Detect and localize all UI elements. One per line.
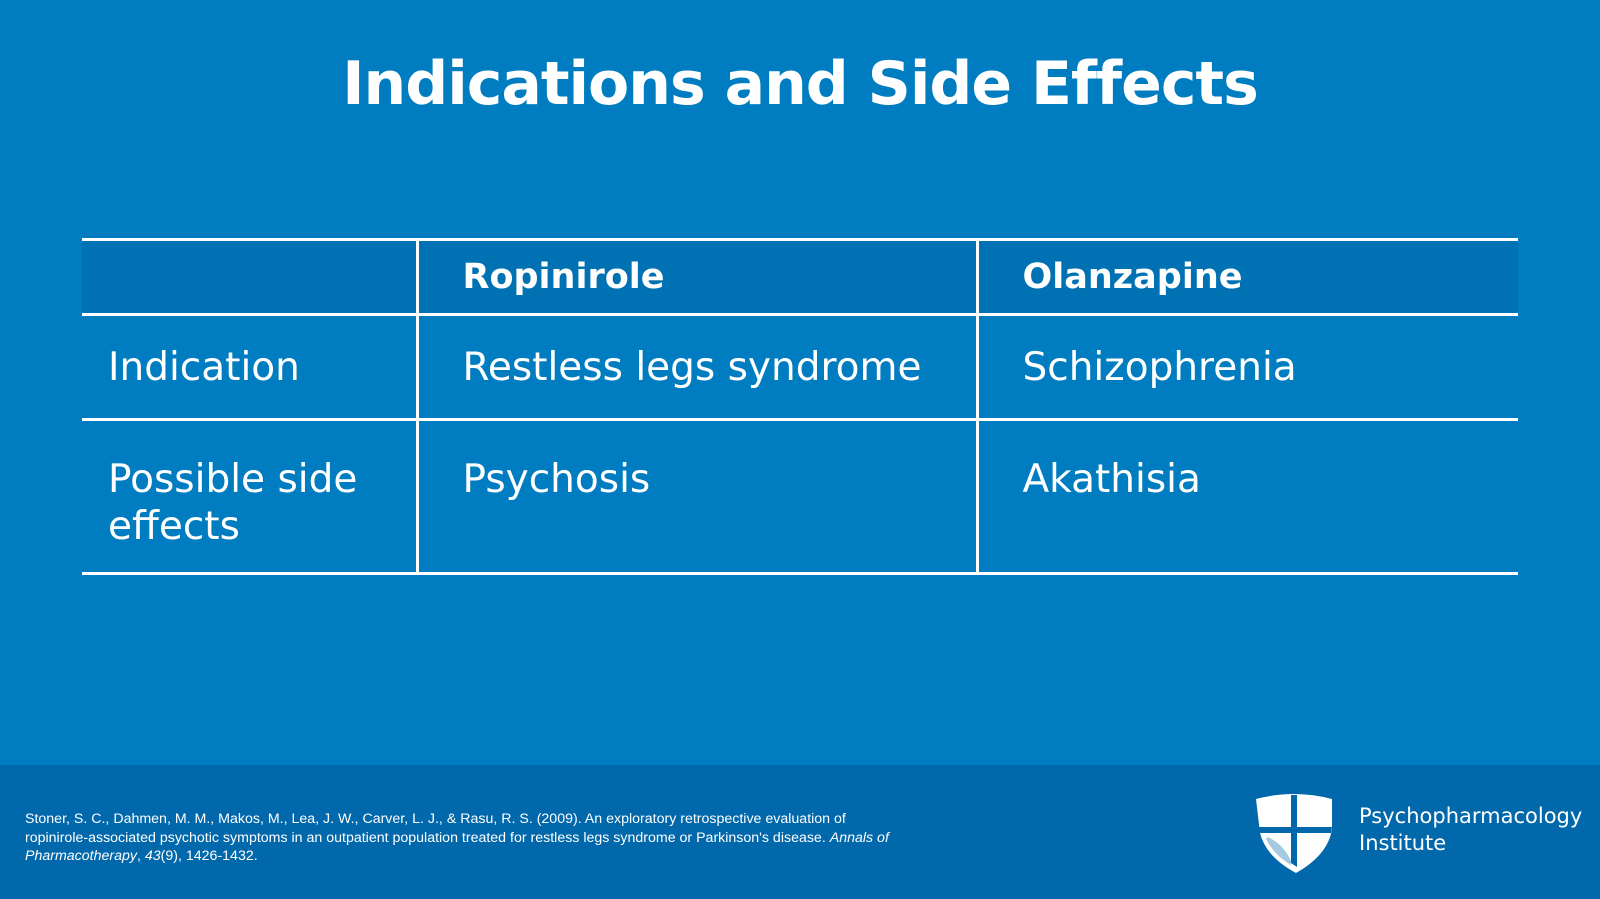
slide-title: Indications and Side Effects: [342, 49, 1259, 119]
row-label-side-effects: Possible side effects: [82, 418, 417, 575]
footer-bar: Stoner, S. C., Dahmen, M. M., Makos, M.,…: [0, 765, 1600, 899]
institute-name-line2: Institute: [1359, 831, 1447, 855]
cell-ropinirole-side-effects: Psychosis: [415, 418, 977, 575]
citation-volume: 43: [144, 848, 161, 864]
cell-ropinirole-indication: Restless legs syndrome: [415, 313, 977, 421]
institute-name-line1: Psychopharmacology: [1359, 804, 1583, 828]
institute-name: Psychopharmacology Institute: [1359, 803, 1582, 857]
slide: Indications and Side Effects Ropinirole …: [82, 49, 1518, 575]
citation-text: Stoner, S. C., Dahmen, M. M., Makos, M.,…: [25, 810, 905, 866]
citation-issue-pages: (9), 1426-1432.: [160, 848, 258, 864]
table-row: Possible side effects Psychosis Akathisi…: [82, 418, 1518, 575]
cell-olanzapine-indication: Schizophrenia: [975, 313, 1518, 421]
shield-icon: [1256, 794, 1332, 873]
citation-separator: ,: [136, 848, 145, 864]
citation-journal: Annals of Pharmacotherapy: [25, 829, 889, 865]
citation-authors: Stoner, S. C., Dahmen, M. M., Makos, M.,…: [25, 811, 846, 846]
institute-logo: Psychopharmacology Institute: [1254, 793, 1594, 873]
table-header-row: Ropinirole Olanzapine: [82, 238, 1518, 316]
header-cell-empty: [82, 238, 417, 316]
header-cell-olanzapine: Olanzapine: [975, 238, 1518, 316]
table-row: Indication Restless legs syndrome Schizo…: [82, 313, 1518, 421]
header-cell-ropinirole: Ropinirole: [415, 238, 977, 316]
cell-olanzapine-side-effects: Akathisia: [975, 418, 1518, 575]
row-label-indication: Indication: [82, 313, 417, 421]
comparison-table: Ropinirole Olanzapine Indication Restles…: [82, 238, 1518, 575]
